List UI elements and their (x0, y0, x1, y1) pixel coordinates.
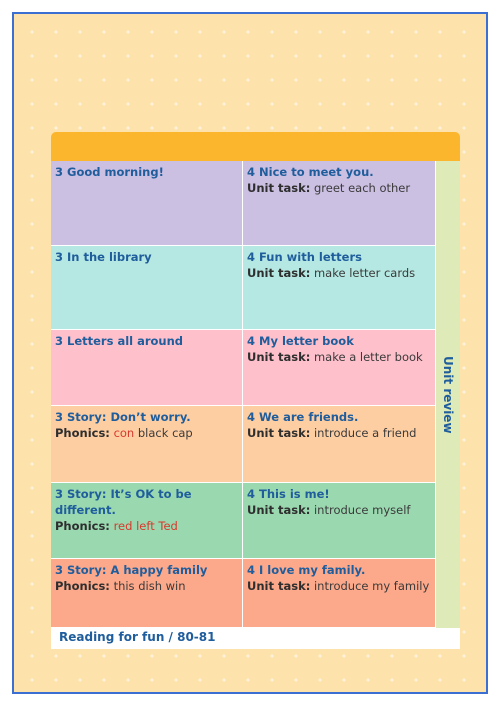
phonics: Phonics: this dish win (55, 578, 238, 594)
contents-table: 3 Good morning! 4 Nice to meet you. Unit… (51, 161, 436, 628)
lesson-title: 4 This is me! (247, 487, 330, 501)
unit-task-text: make a letter book (313, 350, 423, 364)
unit-task: Unit task: introduce my family (247, 578, 431, 594)
phonics-word: this (113, 579, 135, 593)
unit-task: Unit task: introduce myself (247, 502, 431, 518)
unit-task-label: Unit task: (247, 503, 311, 517)
lesson-cell-4: 4 Nice to meet you. Unit task: greet eac… (243, 161, 436, 246)
unit-task-label: Unit task: (247, 350, 311, 364)
lesson-cell-4: 4 This is me! Unit task: introduce mysel… (243, 483, 436, 559)
phonics-label: Phonics: (55, 426, 110, 440)
phonics: Phonics: red left Ted (55, 518, 238, 534)
lesson-title: 4 My letter book (247, 334, 354, 348)
lesson-title: 3 Good morning! (55, 165, 164, 179)
lesson-cell-3: 3 Letters all around (51, 330, 243, 406)
phonics-word: con (113, 426, 135, 440)
unit-task: Unit task: make a letter book (247, 349, 431, 365)
phonics-word: cap (172, 426, 193, 440)
unit-review-label: Unit review (441, 355, 455, 434)
lesson-cell-4: 4 We are friends. Unit task: introduce a… (243, 406, 436, 483)
table-header-bar (51, 132, 460, 161)
lesson-title: 3 Story: Don’t worry. (55, 410, 191, 424)
phonics-word: black (137, 426, 169, 440)
phonics-word: left (136, 519, 155, 533)
unit-review-band: Unit review (436, 161, 460, 628)
lesson-title: 4 I love my family. (247, 563, 366, 577)
lesson-title: 3 In the library (55, 250, 152, 264)
lesson-title: 4 We are friends. (247, 410, 359, 424)
lesson-cell-3: 3 Good morning! (51, 161, 243, 246)
lesson-title: 3 Letters all around (55, 334, 184, 348)
unit-task-label: Unit task: (247, 181, 311, 195)
phonics-label: Phonics: (55, 519, 110, 533)
phonics-word: win (165, 579, 186, 593)
unit-task-label: Unit task: (247, 266, 311, 280)
lesson-cell-4: 4 I love my family. Unit task: introduce… (243, 559, 436, 628)
phonics-word: red (113, 519, 133, 533)
unit-task-text: greet each other (313, 181, 411, 195)
phonics-label: Phonics: (55, 579, 110, 593)
lesson-cell-3: 3 Story: Don’t worry. Phonics: con black… (51, 406, 243, 483)
lesson-title: 4 Fun with letters (247, 250, 362, 264)
lesson-title: 4 Nice to meet you. (247, 165, 374, 179)
lesson-cell-3: 3 Story: It’s OK to be different. Phonic… (51, 483, 243, 559)
phonics-word: Ted (158, 519, 178, 533)
lesson-cell-3: 3 In the library (51, 246, 243, 330)
unit-task: Unit task: greet each other (247, 180, 431, 196)
unit-task-text: make letter cards (313, 266, 416, 280)
lesson-cell-4: 4 Fun with letters Unit task: make lette… (243, 246, 436, 330)
lesson-cell-4: 4 My letter book Unit task: make a lette… (243, 330, 436, 406)
phonics-word: dish (138, 579, 162, 593)
phonics: Phonics: con black cap (55, 425, 238, 441)
unit-task-text: introduce myself (313, 503, 411, 517)
unit-task-label: Unit task: (247, 426, 311, 440)
lesson-title: 3 Story: A happy family (55, 563, 208, 577)
unit-task-label: Unit task: (247, 579, 311, 593)
reading-for-fun-footer: Reading for fun / 80-81 (51, 628, 460, 649)
lesson-title: 3 Story: It’s OK to be different. (55, 487, 192, 517)
lesson-cell-3: 3 Story: A happy family Phonics: this di… (51, 559, 243, 628)
unit-task-text: introduce a friend (313, 426, 417, 440)
unit-task: Unit task: introduce a friend (247, 425, 431, 441)
unit-task-text: introduce my family (313, 579, 430, 593)
unit-task: Unit task: make letter cards (247, 265, 431, 281)
